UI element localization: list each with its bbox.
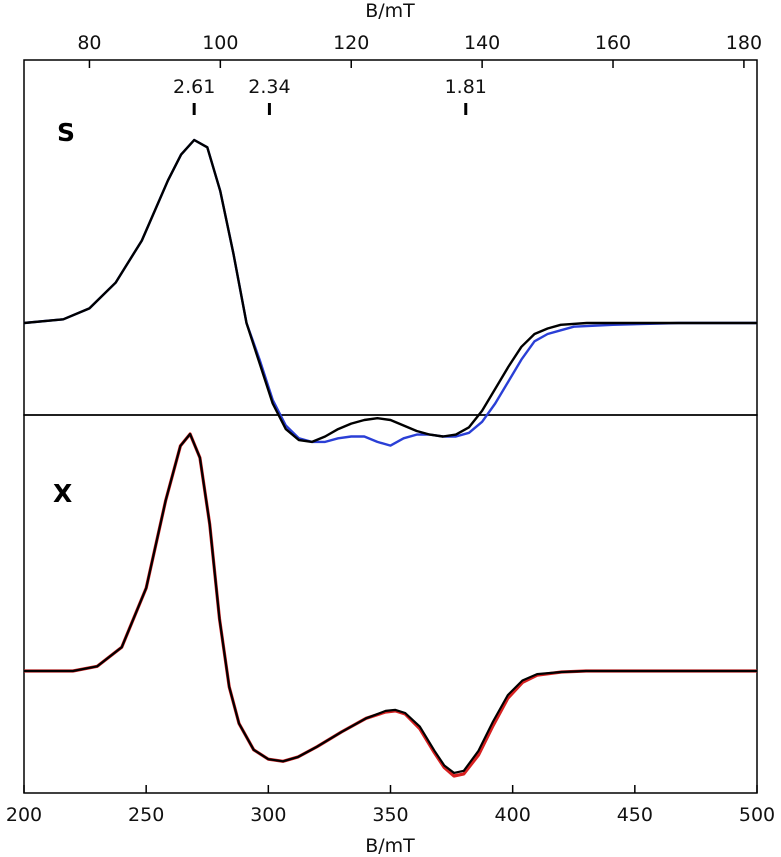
top-tick-label: 160 [595,32,631,54]
panel-x-label: X [53,479,72,508]
top-tick-label: 180 [726,32,762,54]
panel-x-spectra [24,432,757,778]
top-tick-label: 100 [202,32,238,54]
bottom-tick-label: 450 [617,804,653,826]
bottom-tick-label: 350 [372,804,408,826]
bottom-tick-label: 200 [6,804,42,826]
panel-x-spectrum-line [24,432,757,774]
panel-s-spectrum-line [23,138,757,447]
g-value-markers: 2.61 2.34 1.81 [173,76,487,115]
top-axis-title: B/mT [365,0,415,22]
panel-s-label: S [57,118,75,147]
g-marker-label: 2.61 [173,76,215,98]
top-tick-label: 80 [77,32,101,54]
panel-s-spectrum-line [23,138,757,444]
bottom-axis-title: B/mT [365,835,415,857]
bottom-tick-label: 300 [250,804,286,826]
bottom-tick-label: 400 [495,804,531,826]
panel-s-spectra [23,138,757,447]
panel-x-frame [23,414,758,794]
top-axis: 80 100 120 140 160 180 [77,32,762,68]
panel-x-spectrum-line [24,432,757,778]
bottom-tick-label: 250 [128,804,164,826]
panel-s-frame [23,59,758,416]
bottom-tick-label: 500 [739,804,775,826]
g-marker-label: 1.81 [445,76,487,98]
bottom-axis: 200 250 300 350 400 450 500 [6,785,775,826]
top-tick-label: 140 [464,32,500,54]
g-marker-label: 2.34 [248,76,290,98]
top-tick-label: 120 [333,32,369,54]
